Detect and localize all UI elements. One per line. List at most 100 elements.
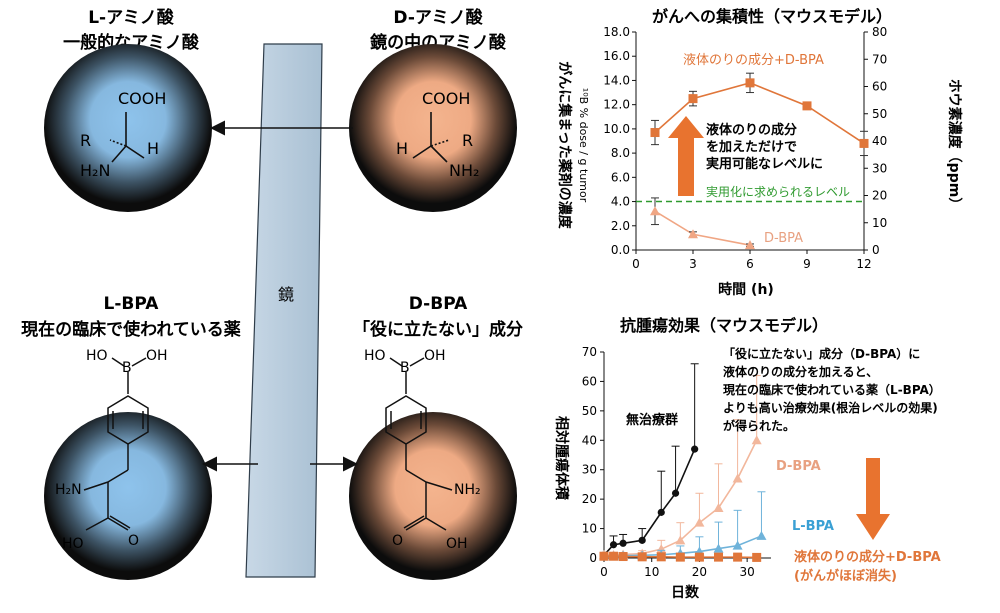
l-bpa-h2n: H₂N <box>55 482 82 498</box>
chart1-y-tick-label: 14.0 <box>603 73 630 87</box>
l-amino-structure <box>109 112 145 163</box>
chart1-y-tick-label: 16.0 <box>603 49 630 63</box>
chart1-y-right-tick-label: 10 <box>872 216 887 230</box>
chart1-point <box>688 94 698 104</box>
chart2-point <box>609 541 618 549</box>
l-bpa-oh: OH <box>146 348 168 364</box>
chart2-point <box>713 543 724 553</box>
l-amino-h: H <box>147 139 159 158</box>
chart2-annotation: 「役に立たない」成分（D-BPA）に 液体のりの成分を加えると、 現在の臨床で使… <box>723 346 945 433</box>
chart1-point <box>802 101 812 111</box>
chart2-x-tick-label: 0 <box>600 565 608 579</box>
chart1-y-right-tick-label: 60 <box>872 80 887 94</box>
d-bpa-nh2: NH₂ <box>454 482 481 498</box>
chart2-label-dbpa: D-BPA <box>776 459 821 474</box>
chart2-series-line <box>604 555 757 559</box>
d-bpa-subtitle: 「役に立たない」成分 <box>353 319 523 340</box>
chart1-ylabel-unit: ¹⁰B % dose / g tumor <box>577 88 590 203</box>
chart1-point <box>745 78 755 88</box>
chart1-series-label-nlp: 液体のりの成分+D-BPA <box>683 53 824 68</box>
chart1-y-tick-label: 6.0 <box>611 170 630 184</box>
l-bpa-sphere <box>44 412 212 580</box>
chart2-point <box>675 552 685 562</box>
chart1-y-right-tick-label: 70 <box>872 52 887 66</box>
d-bpa-ho: HO <box>364 348 386 364</box>
d-bpa-oh: OH <box>424 348 446 364</box>
l-amino-cooh: COOH <box>118 89 166 108</box>
chart2-point <box>732 473 743 483</box>
chart2-label-nlp-sub: (がんがほぼ消失) <box>794 568 897 584</box>
chart1-point <box>650 206 660 216</box>
chart2-point <box>694 552 704 562</box>
mirror <box>245 43 323 578</box>
chart2-point <box>713 502 724 512</box>
chart2-point <box>618 552 628 562</box>
chart2-title: 抗腫瘍効果（マウスモデル） <box>620 316 828 335</box>
d-bpa-structure <box>385 357 453 531</box>
chart1-x-tick-label: 12 <box>856 257 871 271</box>
chart2-down-arrow <box>856 458 890 540</box>
d-bpa-o: O <box>392 533 403 549</box>
l-bpa-o: O <box>128 533 139 549</box>
chart2-point <box>656 552 666 562</box>
d-amino-subtitle: 鏡の中のアミノ酸 <box>370 32 507 53</box>
chart2-point <box>637 552 647 562</box>
chart1-series-label-dbpa: D-BPA <box>764 231 803 246</box>
chart1-ylabel-right: ホウ素濃度（ppm） <box>946 79 963 212</box>
chart1-y-tick-label: 2.0 <box>611 219 630 233</box>
chart2-point <box>656 544 667 554</box>
chart2-point <box>752 552 762 562</box>
chart2-xlabel: 日数 <box>671 584 700 601</box>
chart2-x-tick-label: 10 <box>644 565 659 579</box>
chart2-point <box>714 552 724 562</box>
chart1-xlabel: 時間 (h) <box>718 281 774 298</box>
l-bpa-subtitle: 現在の臨床で使われている薬 <box>21 319 241 340</box>
chart1-point <box>688 229 698 239</box>
chart2-label-untreated: 無治療群 <box>626 412 678 428</box>
chart1-y-right-tick-label: 50 <box>872 107 887 121</box>
d-bpa-oh2: OH <box>446 536 468 552</box>
chart2-y-tick-label: 10 <box>582 522 597 536</box>
chart2-label-lbpa: L-BPA <box>792 519 834 534</box>
chart1-x-tick-label: 6 <box>746 257 754 271</box>
chart1-y-right-tick-label: 0 <box>872 243 880 257</box>
chart2-point <box>751 435 762 445</box>
chart2-point <box>609 551 619 561</box>
chart1-y-tick-label: 12.0 <box>603 98 630 112</box>
d-bpa-sphere <box>349 412 517 580</box>
chart2-point <box>671 489 680 497</box>
chart2-x-tick-label: 30 <box>740 565 755 579</box>
chart2-point <box>691 445 699 453</box>
d-bpa-b: B <box>400 360 410 376</box>
chart2-y-tick-label: 0 <box>589 551 597 565</box>
chart2-y-tick-label: 50 <box>582 404 597 418</box>
chart1-annotation: 液体のりの成分 を加えただけで 実用可能なレベルに <box>706 122 823 172</box>
chart1-point <box>859 138 869 148</box>
chart2-point <box>732 540 743 550</box>
chart1-y-tick-label: 18.0 <box>603 25 630 39</box>
mirror-label: 鏡 <box>278 285 294 304</box>
l-bpa-structure <box>83 357 149 531</box>
chart1-y-right-tick-label: 40 <box>872 134 887 148</box>
d-amino-sphere <box>349 44 517 212</box>
chart2-point <box>733 552 743 562</box>
chart1-y-right-tick-label: 80 <box>872 25 887 39</box>
chart2-ylabel: 相対腫瘍体積 <box>553 416 570 501</box>
chart2-y-tick-label: 70 <box>582 345 597 359</box>
l-amino-subtitle: 一般的なアミノ酸 <box>63 32 200 53</box>
chart2-point <box>694 517 705 527</box>
l-bpa-ho: HO <box>86 348 108 364</box>
chart1-y-tick-label: 10.0 <box>603 122 630 136</box>
chart2-point <box>619 539 627 547</box>
accumulation-chart: がんへの集積性（マウスモデル） がんに集まった薬剤の濃度 ¹⁰B % dose … <box>556 7 963 298</box>
d-amino-r: R <box>462 131 473 150</box>
d-bpa-title: D-BPA <box>409 294 468 314</box>
chart1-up-arrow <box>668 116 704 196</box>
chart1-y-tick-label: 8.0 <box>611 146 630 160</box>
chart2-point <box>675 535 686 545</box>
chart2-point <box>756 530 767 540</box>
chart2-y-tick-label: 40 <box>582 433 597 447</box>
l-amino-title: L-アミノ酸 <box>88 7 175 28</box>
l-bpa-title: L-BPA <box>104 294 160 314</box>
